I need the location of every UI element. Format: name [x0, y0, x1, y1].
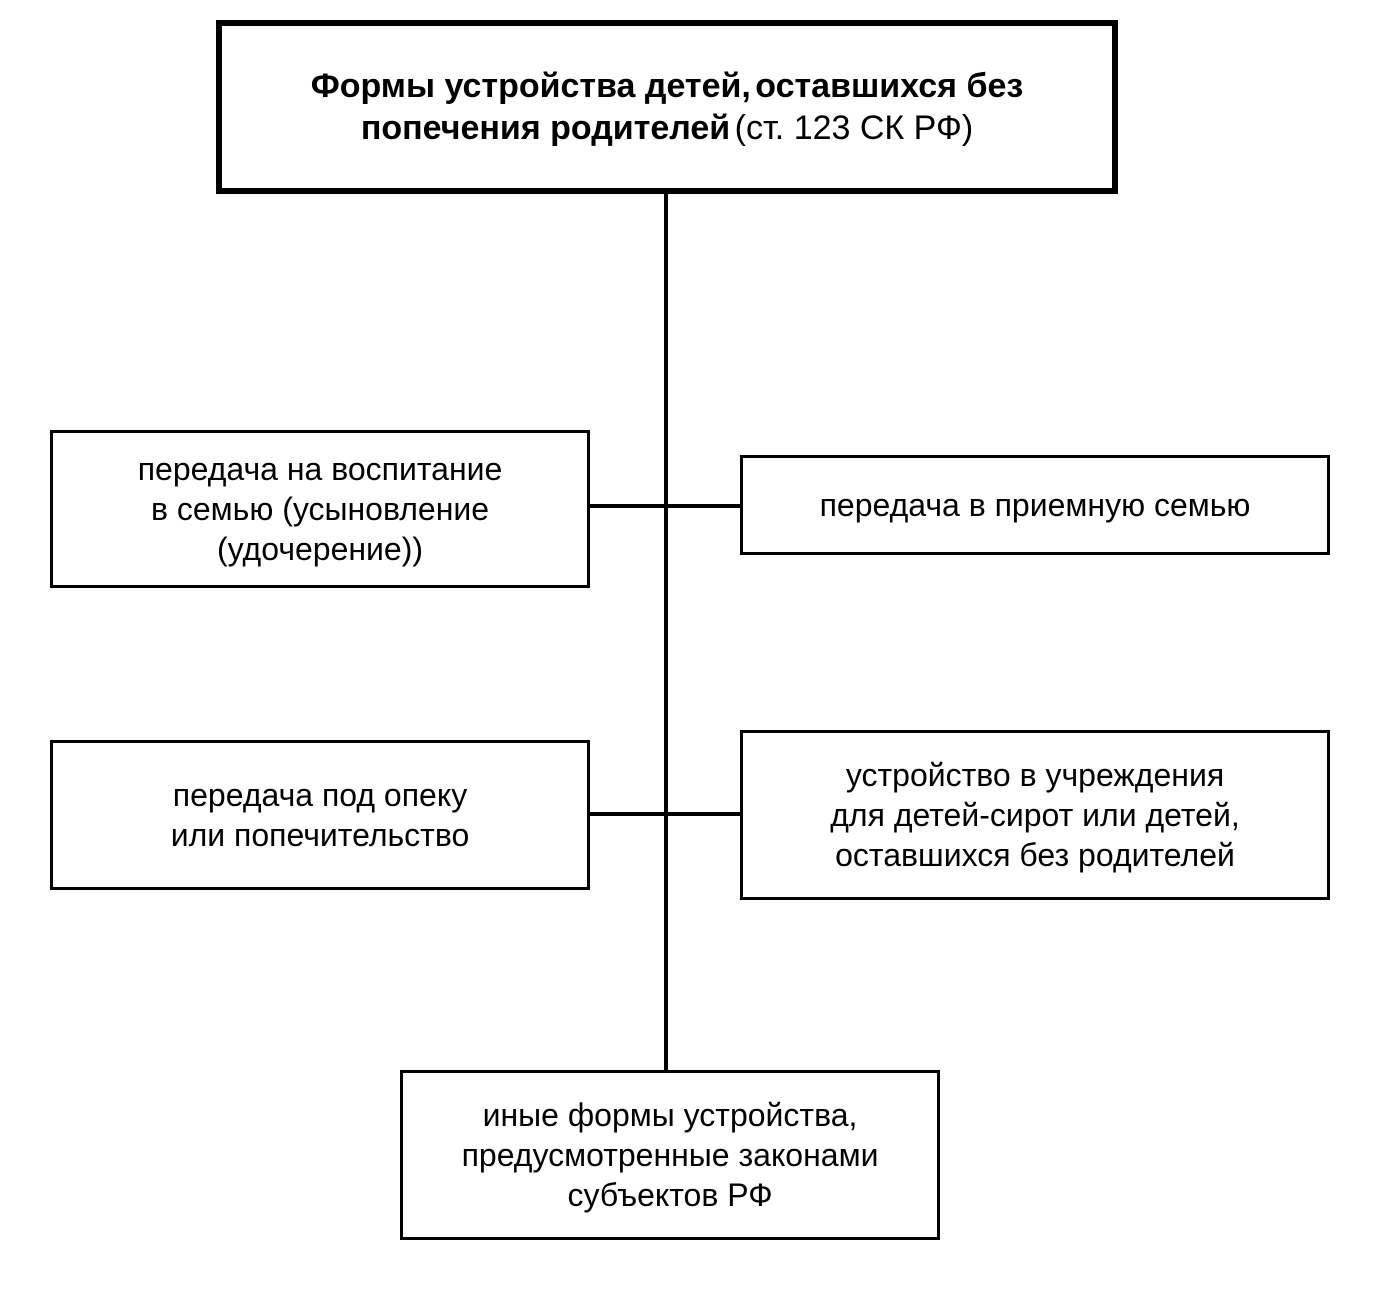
- node-other-forms: иные формы устройства,предусмотренные за…: [400, 1070, 940, 1240]
- node-text-line: для детей-сирот или детей,: [830, 795, 1239, 835]
- node-foster-family: передача в приемную семью: [740, 455, 1330, 555]
- node-adoption: передача на воспитаниев семью (усыновлен…: [50, 430, 590, 588]
- node-text-line: передача в приемную семью: [820, 485, 1251, 525]
- node-text-line: в семью (усыновление: [151, 489, 489, 529]
- edge-branch-row2: [590, 812, 740, 816]
- root-node-inner: Формы устройства детей, оставшихся без п…: [228, 65, 1106, 150]
- node-text-line: или попечительство: [171, 815, 470, 855]
- node-text-line: передача под опеку: [173, 775, 467, 815]
- node-institutions: устройство в учреждениядля детей-сирот и…: [740, 730, 1330, 900]
- node-text-line: оставшихся без родителей: [835, 835, 1235, 875]
- root-title-line1: Формы устройства детей,: [311, 67, 751, 105]
- node-text-line: устройство в учреждения: [846, 755, 1224, 795]
- root-subtitle: (ст. 123 СК РФ): [735, 109, 973, 147]
- root-node: Формы устройства детей, оставшихся без п…: [216, 20, 1118, 194]
- node-text-line: (удочерение)): [217, 529, 423, 569]
- node-text-line: субъектов РФ: [567, 1175, 772, 1215]
- node-text-line: передача на воспитание: [138, 449, 503, 489]
- diagram-canvas: Формы устройства детей, оставшихся без п…: [0, 0, 1381, 1302]
- node-text-line: предусмотренные законами: [462, 1135, 879, 1175]
- edge-trunk: [664, 194, 668, 1070]
- node-text-line: иные формы устройства,: [483, 1095, 858, 1135]
- node-guardianship: передача под опекуили попечительство: [50, 740, 590, 890]
- edge-branch-row1: [590, 504, 740, 508]
